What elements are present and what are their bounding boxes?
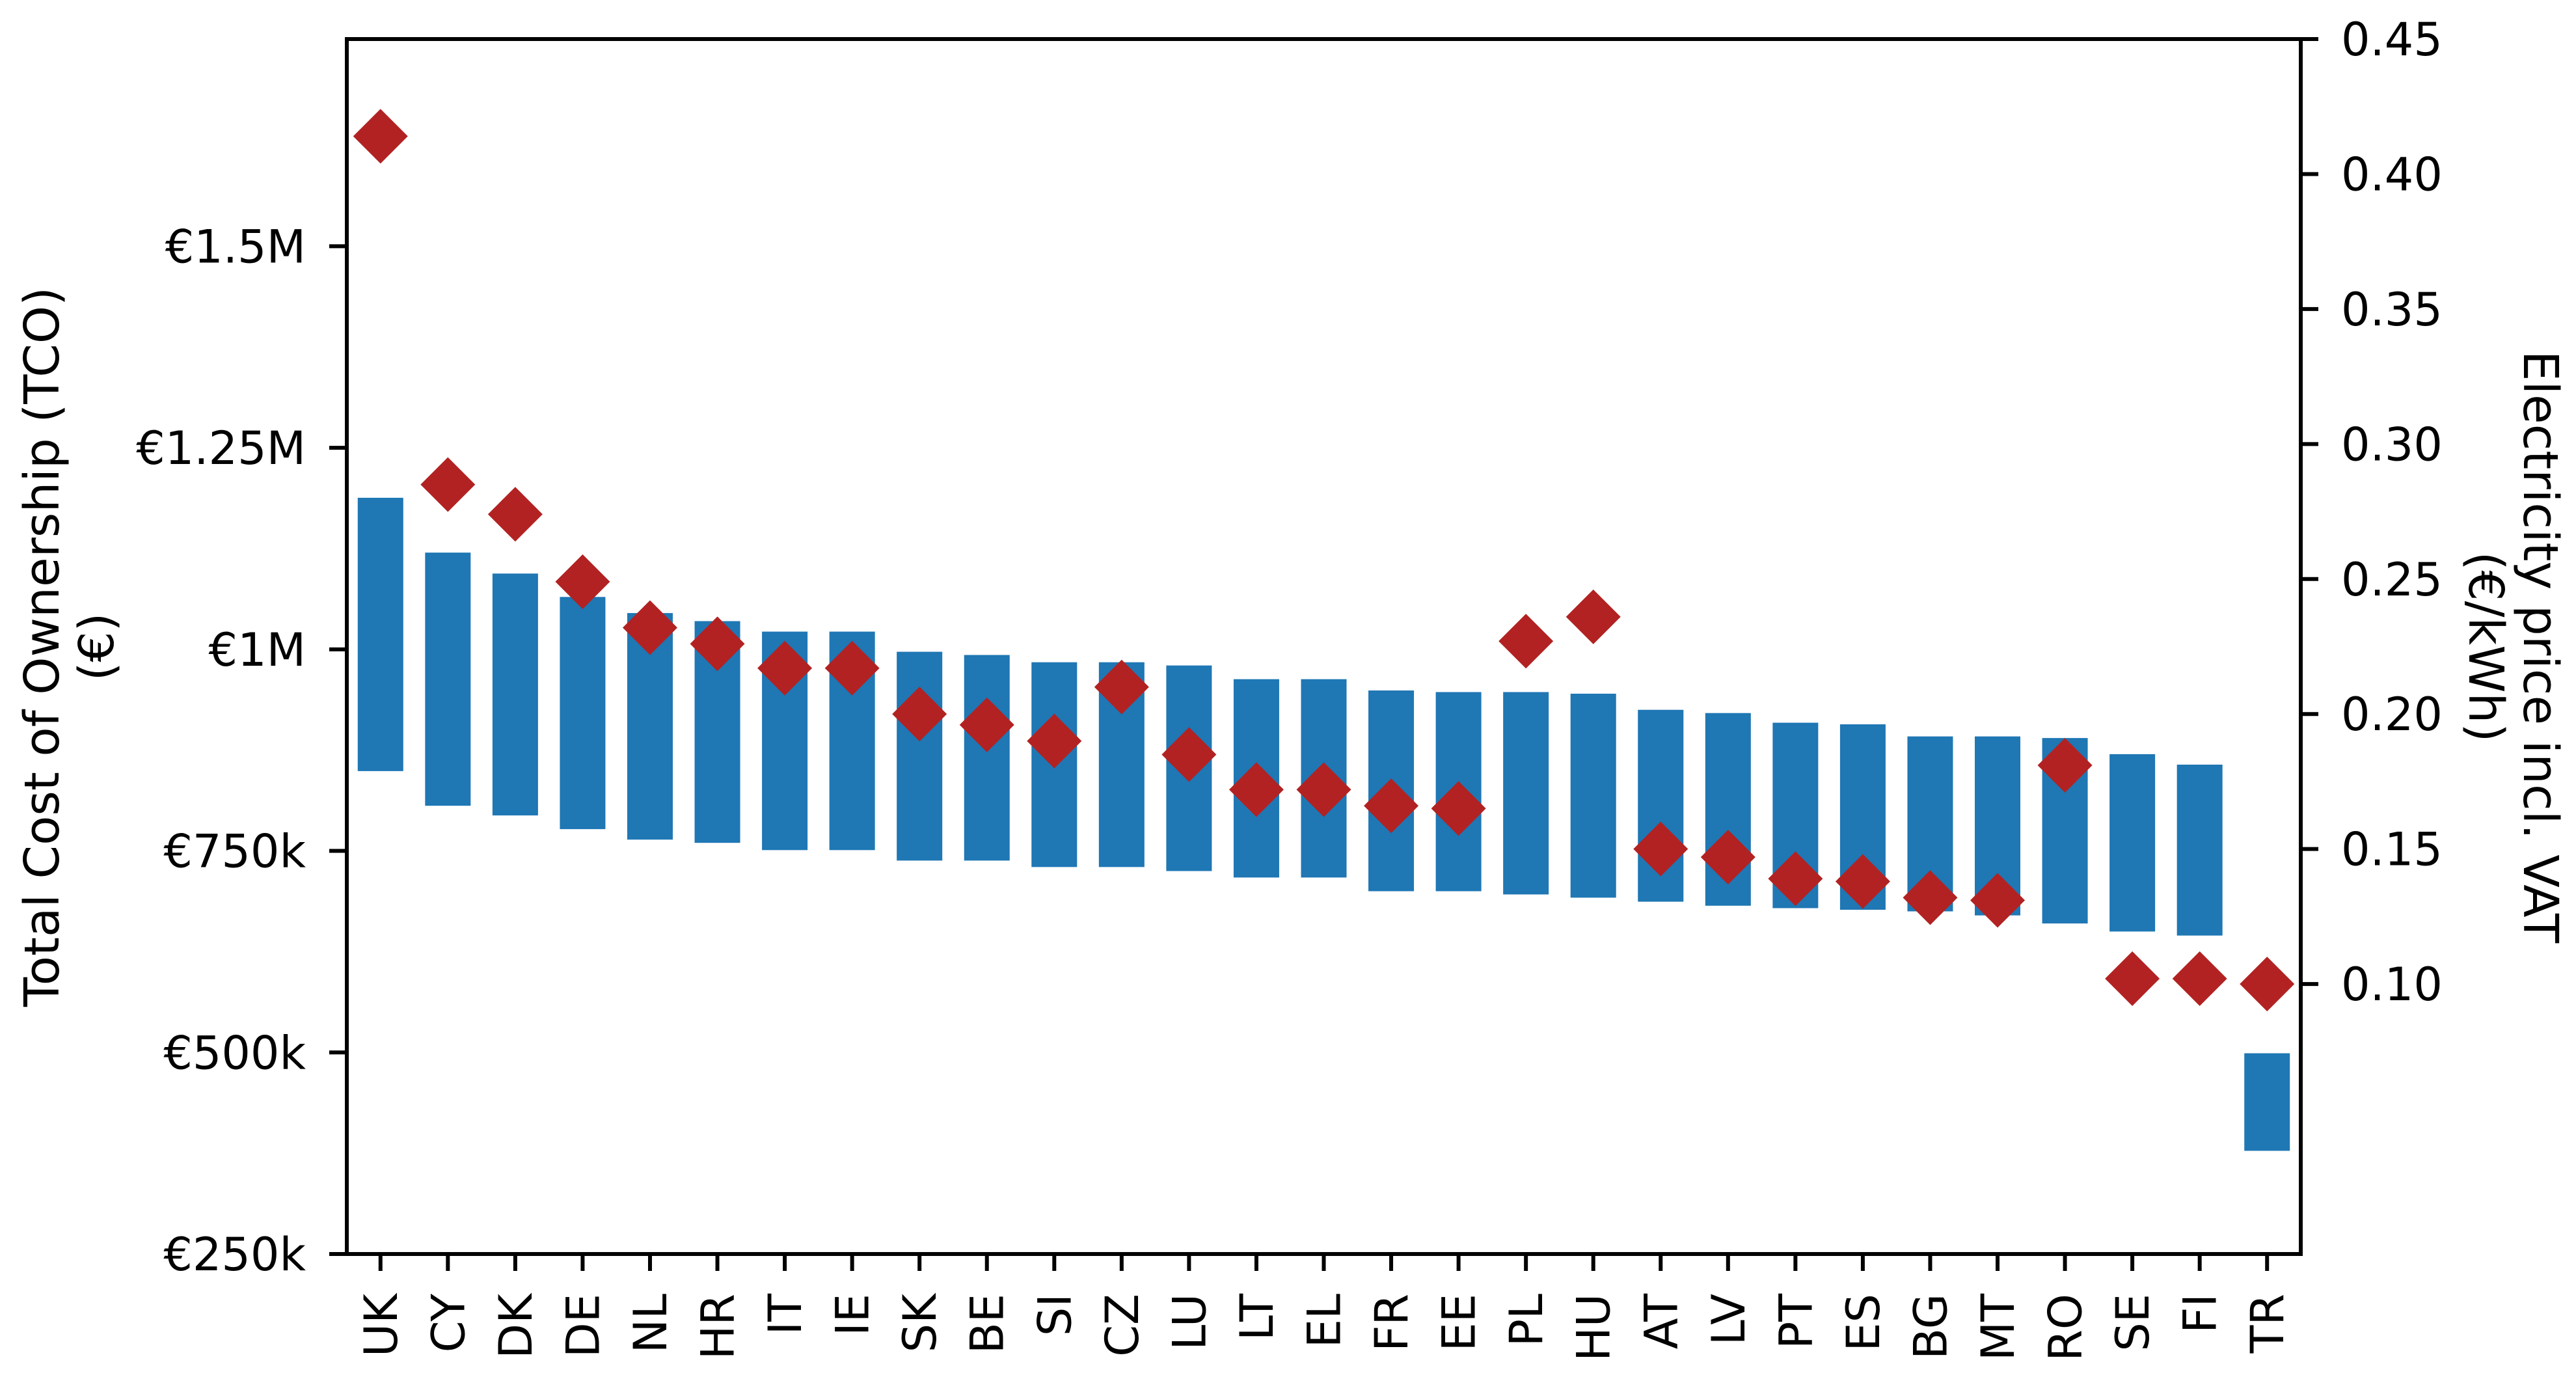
price-marker-LV	[1700, 830, 1756, 885]
right-axis-tick-label: 0.30	[2341, 418, 2443, 471]
right-axis-title: Electricity price incl. VAT (€/kWh)	[2458, 351, 2568, 944]
x-axis-label-LV: LV	[1702, 1294, 1756, 1345]
x-axis-label-RO: RO	[2039, 1294, 2093, 1361]
tco-bar-BE	[964, 655, 1010, 861]
tco-bar-FI	[2176, 764, 2223, 936]
x-axis-label-TR: TR	[2241, 1294, 2294, 1354]
x-axis-label-UK: UK	[355, 1292, 408, 1357]
right-axis-title-line1: Electricity price incl. VAT	[2512, 350, 2568, 944]
x-axis-label-HR: HR	[692, 1294, 745, 1359]
price-marker-BE	[959, 697, 1014, 752]
price-marker-DE	[555, 554, 610, 609]
price-marker-IE	[824, 640, 880, 696]
x-axis-label-NL: NL	[624, 1294, 677, 1353]
x-axis-label-CY: CY	[422, 1294, 475, 1353]
price-marker-SE	[2105, 951, 2160, 1006]
left-axis-tick-label: €500k	[163, 1026, 306, 1080]
left-axis-tick-label: €1.5M	[165, 220, 306, 273]
x-axis-label-ES: ES	[1837, 1294, 1890, 1352]
left-axis-title: Total Cost of Ownership (TCO) (€)	[14, 287, 125, 1007]
tco-bar-SK	[897, 651, 943, 861]
tco-bar-PL	[1503, 692, 1549, 895]
price-marker-TR	[2240, 957, 2295, 1012]
x-axis-label-HU: HU	[1567, 1294, 1621, 1361]
x-axis-label-AT: AT	[1634, 1294, 1688, 1349]
right-axis-tick-label: 0.25	[2341, 553, 2443, 607]
price-marker-HR	[690, 616, 745, 672]
x-axis-label-BE: BE	[961, 1294, 1014, 1354]
price-marker-MT	[1970, 873, 2026, 928]
tco-bar-DE	[560, 597, 606, 830]
price-marker-CZ	[1094, 659, 1149, 715]
x-axis-label-FI: FI	[2174, 1294, 2227, 1333]
price-marker-PT	[1768, 851, 1823, 907]
tco-bar-CY	[425, 552, 471, 806]
x-axis-label-PT: PT	[1769, 1294, 1823, 1349]
right-axis-tick-label: 0.35	[2341, 283, 2443, 336]
price-marker-IT	[757, 640, 813, 696]
price-marker-HU	[1566, 589, 1621, 644]
price-marker-LU	[1161, 727, 1217, 782]
tco-bar-UK	[357, 497, 403, 771]
right-axis-title-line2: (€/kWh)	[2458, 551, 2514, 743]
x-axis-label-BG: BG	[1904, 1294, 1957, 1359]
x-axis-label-CZ: CZ	[1096, 1294, 1149, 1357]
x-axis-label-EE: EE	[1433, 1294, 1486, 1351]
price-marker-NL	[622, 600, 677, 655]
price-marker-BG	[1903, 870, 1958, 925]
right-axis-tick-label: 0.10	[2341, 958, 2443, 1011]
x-axis-label-DE: DE	[556, 1294, 610, 1357]
x-axis-label-SK: SK	[893, 1292, 947, 1352]
price-marker-CY	[420, 457, 476, 512]
price-marker-AT	[1633, 821, 1688, 877]
tco-bar-TR	[2244, 1053, 2290, 1151]
x-axis-label-FR: FR	[1365, 1294, 1418, 1352]
left-axis-title-line2: (€)	[69, 612, 125, 681]
price-marker-FR	[1364, 778, 1419, 834]
price-marker-EE	[1431, 781, 1486, 836]
price-marker-SI	[1027, 713, 1082, 769]
price-marker-SK	[892, 687, 947, 742]
left-axis-tick-label: €250k	[163, 1228, 306, 1281]
right-axis-tick-label: 0.15	[2341, 823, 2443, 877]
x-axis-label-DK: DK	[489, 1292, 543, 1359]
price-marker-EL	[1296, 762, 1351, 817]
x-axis-label-IE: IE	[826, 1294, 880, 1336]
x-axis-label-EL: EL	[1298, 1294, 1351, 1348]
tco-bar-HU	[1570, 693, 1616, 898]
price-marker-FI	[2172, 951, 2227, 1006]
left-axis-tick-label: €750k	[163, 825, 306, 879]
price-marker-DK	[487, 487, 543, 542]
right-axis-tick-label: 0.40	[2341, 148, 2443, 201]
left-axis-tick-label: €1M	[209, 623, 306, 677]
tco-bar-DK	[492, 573, 538, 816]
x-axis-label-SI: SI	[1028, 1294, 1081, 1336]
x-axis-label-SE: SE	[2106, 1294, 2160, 1352]
price-marker-ES	[1835, 854, 1890, 909]
price-marker-PL	[1498, 614, 1554, 669]
right-axis-tick-label: 0.45	[2341, 13, 2443, 66]
x-axis-label-MT: MT	[1972, 1294, 2025, 1361]
price-marker-LT	[1228, 762, 1284, 817]
x-axis-label-PL: PL	[1500, 1294, 1553, 1346]
price-marker-UK	[353, 109, 408, 164]
x-axis-label-LT: LT	[1230, 1294, 1284, 1341]
right-axis-tick-label: 0.20	[2341, 688, 2443, 741]
x-axis-label-LU: LU	[1163, 1294, 1216, 1350]
price-marker-RO	[2037, 738, 2093, 793]
x-axis-label-IT: IT	[759, 1294, 812, 1335]
left-axis-tick-label: €1.25M	[136, 422, 306, 475]
tco-bar-SE	[2109, 754, 2156, 932]
left-axis-title-line1: Total Cost of Ownership (TCO)	[14, 287, 70, 1007]
